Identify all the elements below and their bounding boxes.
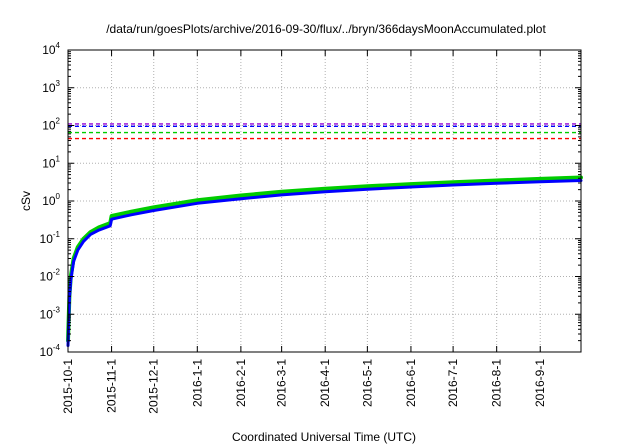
x-axis-ticks: 2015-10-1 2015-11-1 2015-12-1 2016-1-1 2016-…: [61, 50, 547, 414]
series-lines: [66, 175, 583, 347]
x-tick-label: 2015-10-1: [61, 359, 75, 414]
y-axis-ticks: 10-4 10-3 10-2 10-1 100 101 102 103 104: [40, 41, 581, 359]
x-tick-label: 2016-7-1: [446, 359, 460, 407]
x-tick-label: 2016-3-1: [275, 359, 289, 407]
x-tick-label: 2016-6-1: [404, 359, 418, 407]
y-tick-label: 100: [42, 192, 60, 208]
series-line: [66, 179, 583, 347]
chart-title: /data/run/goesPlots/archive/2016-09-30/f…: [106, 22, 546, 36]
y-tick-label: 10-1: [40, 230, 61, 246]
threshold-lines: [68, 123, 581, 140]
y-tick-label: 102: [42, 117, 60, 133]
x-tick-label: 2016-2-1: [234, 359, 248, 407]
x-axis-label: Coordinated Universal Time (UTC): [232, 430, 416, 444]
y-axis-label: cSv: [19, 191, 33, 211]
y-tick-label: 104: [42, 41, 60, 57]
plot-frame: [67, 49, 582, 353]
y-tick-label: 101: [42, 154, 60, 170]
y-tick-label: 103: [42, 79, 60, 95]
grid: [68, 50, 581, 352]
x-tick-label: 2016-4-1: [318, 359, 332, 407]
y-tick-label: 10-2: [40, 268, 61, 284]
x-tick-label: 2015-12-1: [147, 359, 161, 414]
x-tick-label: 2016-8-1: [490, 359, 504, 407]
series-line: [66, 175, 583, 343]
x-tick-label: 2016-9-1: [533, 359, 547, 407]
x-tick-label: 2016-5-1: [360, 359, 374, 407]
y-tick-label: 10-4: [40, 343, 61, 359]
y-tick-label: 10-3: [40, 305, 61, 321]
x-tick-label: 2015-11-1: [105, 359, 119, 413]
x-tick-label: 2016-1-1: [190, 359, 204, 407]
